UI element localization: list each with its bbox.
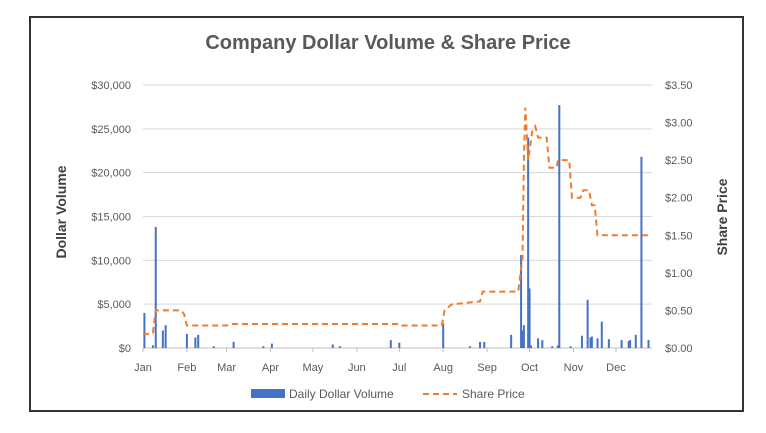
volume-bar — [389, 340, 392, 348]
y2-tick-label: $2.00 — [665, 193, 693, 205]
volume-bar — [590, 336, 593, 348]
volume-bar — [634, 334, 637, 348]
volume-bar — [569, 346, 572, 348]
volume-bar — [521, 330, 524, 348]
y-axis-title: Dollar Volume — [53, 165, 69, 258]
y2-tick-label: $0.00 — [665, 343, 693, 355]
volume-bar — [194, 337, 197, 348]
volume-bar — [528, 288, 531, 348]
y2-axis-title: Share Price — [714, 178, 730, 255]
volume-bar — [586, 299, 589, 348]
volume-bar — [262, 346, 265, 348]
volume-bar — [197, 334, 200, 348]
chart-frame — [29, 16, 744, 412]
y2-tick-label: $3.50 — [665, 80, 693, 92]
volume-bar — [627, 340, 630, 348]
volume-bar — [338, 346, 341, 348]
y-tick-label: $5,000 — [97, 299, 131, 311]
volume-bar — [510, 334, 513, 348]
y-tick-label: $0 — [119, 343, 131, 355]
y-tick-label: $20,000 — [91, 168, 131, 180]
legend-swatch-volume — [251, 389, 285, 398]
x-tick-label: Dec — [606, 362, 626, 374]
volume-bar — [331, 344, 334, 348]
x-tick-label: Jun — [348, 362, 366, 374]
y2-tick-label: $0.50 — [665, 305, 693, 317]
x-tick-label: Jan — [134, 362, 152, 374]
volume-bar — [398, 342, 401, 348]
volume-bar — [442, 323, 445, 348]
y-tick-label: $30,000 — [91, 80, 131, 92]
y-tick-label: $25,000 — [91, 124, 131, 136]
share-price-line — [142, 107, 649, 336]
x-tick-label: Jul — [392, 362, 406, 374]
volume-bar — [185, 333, 188, 348]
volume-bar — [164, 325, 167, 348]
y2-tick-label: $2.50 — [665, 155, 693, 167]
legend-label-volume: Daily Dollar Volume — [289, 387, 394, 401]
volume-bar — [607, 339, 610, 348]
x-tick-label: Mar — [217, 362, 236, 374]
volume-bar — [483, 341, 486, 348]
volume-bar — [558, 105, 561, 348]
x-tick-label: Apr — [262, 362, 279, 374]
x-tick-label: Aug — [433, 362, 453, 374]
volume-bar — [551, 346, 554, 348]
volume-bar — [537, 338, 540, 348]
volume-bar — [629, 340, 632, 348]
volume-bar — [154, 227, 157, 348]
x-tick-label: Nov — [564, 362, 584, 374]
volume-bar — [143, 312, 146, 348]
y-tick-label: $15,000 — [91, 212, 131, 224]
volume-bar — [212, 346, 215, 348]
volume-bar — [620, 340, 623, 348]
volume-bar — [469, 346, 472, 348]
y-tick-label: $10,000 — [91, 255, 131, 267]
y2-tick-label: $1.50 — [665, 230, 693, 242]
volume-bar — [522, 325, 525, 348]
volume-bar — [527, 137, 530, 348]
x-tick-label: May — [303, 362, 324, 374]
volume-bar — [479, 341, 482, 348]
volume-bar — [589, 337, 592, 348]
volume-bar — [580, 335, 583, 348]
x-tick-label: Feb — [177, 362, 196, 374]
volume-bar — [647, 340, 650, 348]
volume-bar — [640, 156, 643, 348]
chart-title: Company Dollar Volume & Share Price — [205, 32, 570, 54]
volume-bar — [232, 341, 235, 348]
volume-bar — [270, 343, 273, 348]
x-tick-label: Sep — [477, 362, 497, 374]
volume-bar — [556, 345, 559, 348]
x-tick-label: Oct — [521, 362, 538, 374]
volume-bar — [151, 345, 154, 348]
y2-tick-label: $1.00 — [665, 268, 693, 280]
legend-label-price: Share Price — [462, 387, 525, 401]
volume-bar — [596, 338, 599, 348]
volume-bar — [600, 321, 603, 348]
volume-bar — [529, 345, 532, 348]
y2-tick-label: $3.00 — [665, 118, 693, 130]
volume-bar — [541, 340, 544, 348]
volume-bar — [161, 330, 164, 348]
volume-bar — [520, 255, 523, 348]
legend: Daily Dollar Volume Share Price — [251, 387, 525, 401]
